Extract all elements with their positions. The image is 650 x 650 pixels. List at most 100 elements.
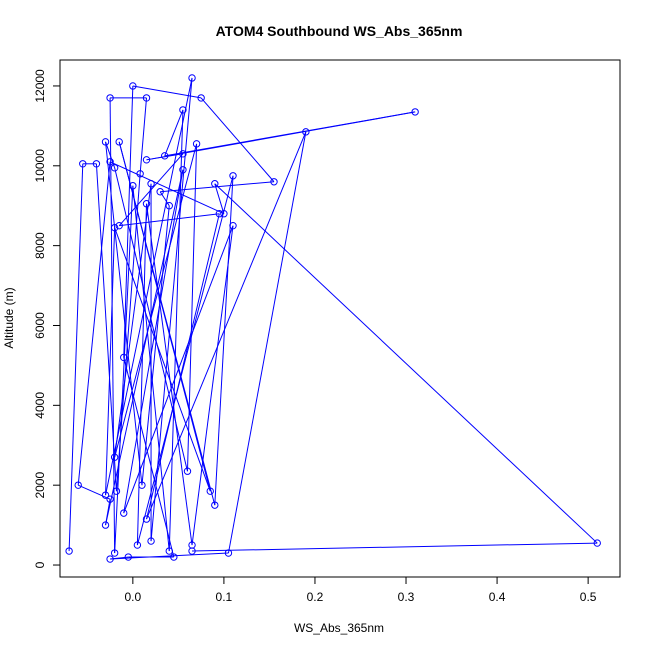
x-axis: 0.0 0.1 0.2 0.3 0.4 0.5 [125,576,597,604]
series-segment [105,141,143,486]
data-point [142,156,151,164]
data-point [124,553,132,561]
series-segment [146,153,184,161]
y-tick-label: 8000 [33,232,47,259]
data-point [129,82,137,90]
x-tick-label: 0.5 [580,590,597,604]
series-segment [114,227,211,492]
x-axis-title: WS_Abs_365nm [294,621,384,635]
data-point [120,353,128,362]
series-segment [118,141,216,506]
series-segment [132,85,202,99]
data-point [142,94,151,102]
series-segment [146,131,307,520]
data-point [74,481,82,489]
series-segment [139,97,148,174]
data-point [110,549,119,557]
data-point [165,202,173,210]
series-segment [123,225,234,514]
data-point [411,108,419,116]
data-point [229,172,237,180]
series-segment [123,85,134,358]
data-point [101,521,110,529]
series-segment [136,203,148,546]
data-point [115,138,123,146]
plot-frame [59,59,621,578]
data-point [224,549,233,557]
data-point [211,180,219,188]
series-segment [105,499,111,526]
data-point [192,140,201,148]
data-point [115,221,123,230]
data-point [593,539,601,547]
series-segment [146,111,416,161]
data-point [106,555,114,563]
data-point [138,481,146,489]
series-segment [146,203,193,546]
series-segment [123,169,184,514]
data-point [79,160,87,168]
chart-title: ATOM4 Southbound WS_Abs_365nm [216,23,463,39]
data-point [65,547,73,555]
x-tick-label: 0.3 [398,590,415,604]
data-point [188,74,196,82]
series-segment [191,225,234,546]
y-tick-label: 12000 [33,69,47,103]
data-point [183,467,192,475]
series-segment [105,169,184,526]
series-lines [68,77,598,560]
y-tick-label: 0 [33,561,47,568]
data-point [211,501,219,509]
series-segment [227,131,307,554]
data-point [179,106,187,114]
y-tick-label: 4000 [33,392,47,419]
data-point [92,160,101,168]
series-segment [109,97,116,554]
data-point [170,553,178,561]
data-point [179,150,187,158]
series-segment [159,191,170,206]
series-segment [114,143,198,458]
x-tick-label: 0.2 [307,590,324,604]
data-point [142,200,151,208]
data-point [101,491,110,499]
series-segment [109,161,225,215]
data-point [188,547,196,555]
data-point [110,453,119,461]
series-segment [214,183,598,544]
data-point [110,223,119,232]
series-segment [136,175,234,546]
data-point [165,547,173,555]
y-tick-label: 6000 [33,312,47,339]
series-segment [68,163,84,552]
data-point [133,541,142,549]
series-segment [114,183,152,458]
series-segment [214,183,225,214]
series-points [65,74,601,563]
y-tick-label: 2000 [33,472,47,499]
data-point [206,487,214,495]
data-point [147,537,155,545]
series-segment [119,213,220,227]
data-point [161,152,169,160]
data-point [110,164,119,172]
x-tick-label: 0.4 [489,590,506,604]
data-point [215,210,224,218]
series-segment [186,143,198,472]
series-segment [164,109,184,156]
data-point [120,509,128,517]
y-axis-title: Altitude (m) [2,287,16,348]
data-point [197,94,205,102]
series-segment [214,175,234,506]
series-segment [114,185,134,554]
data-point [147,180,155,188]
series-segment [192,542,598,552]
data-point [136,170,144,178]
data-point [156,188,164,196]
data-point [129,182,137,190]
data-point [220,210,228,218]
data-point [302,128,310,136]
series-segment [105,227,116,496]
data-point [106,158,114,166]
data-point [270,178,278,186]
